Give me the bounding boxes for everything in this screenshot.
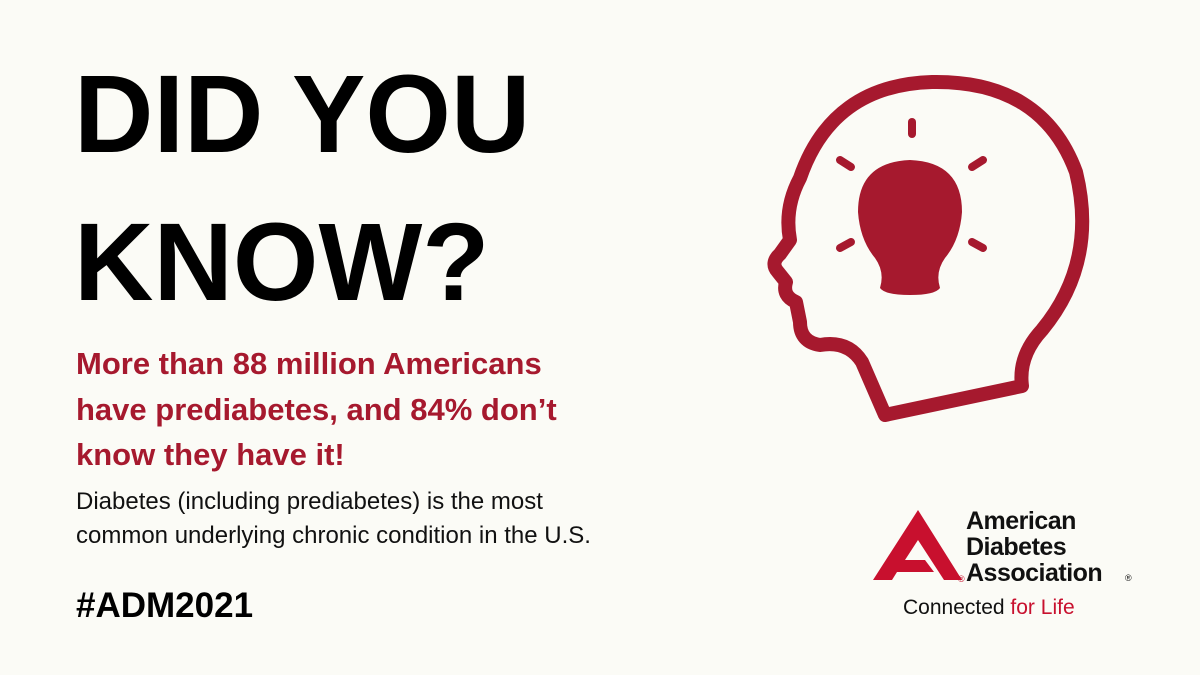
registered-mark: ®: [958, 574, 965, 584]
headline: DID YOU: [74, 53, 530, 176]
registered-mark: ®: [1125, 573, 1132, 583]
head-outline: [767, 74, 1090, 422]
tagline-end: for Life: [1010, 596, 1074, 619]
tagline-start: Connected: [903, 596, 1005, 619]
lightbulb: [858, 160, 962, 295]
highlight: know they have it!: [76, 437, 345, 472]
logo-name: Association: [966, 559, 1102, 587]
headline: KNOW?: [74, 201, 489, 324]
body-text: Diabetes (including prediabetes) is the …: [76, 488, 543, 515]
logo-name: Diabetes: [966, 533, 1066, 561]
highlight: have prediabetes, and 84% don’t: [76, 392, 557, 427]
body-text: common underlying chronic condition in t…: [76, 522, 591, 549]
highlight: More than 88 million Americans: [76, 346, 542, 381]
light-rays: [836, 118, 987, 252]
head-icon: [767, 74, 1090, 422]
hashtag: #ADM2021: [76, 586, 253, 625]
logo-name: American: [966, 507, 1076, 535]
logo-mark: [873, 510, 962, 580]
ada-logo: ® American Diabetes Association ® Connec…: [873, 507, 1132, 619]
tagline: Connected for Life: [903, 596, 1075, 619]
